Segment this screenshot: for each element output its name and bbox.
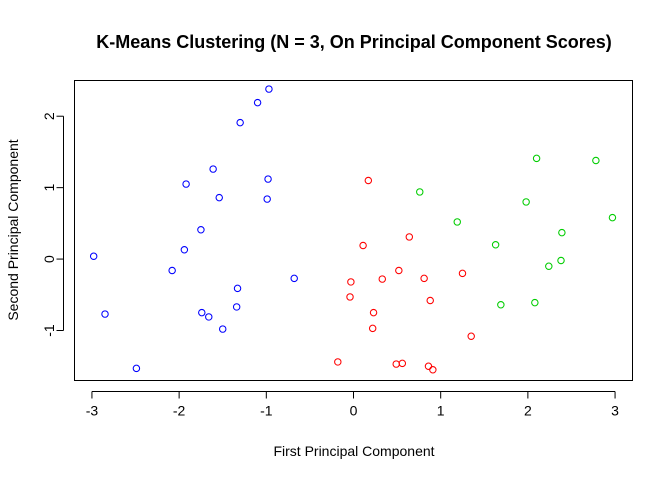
- cluster-3-point-4: [497, 301, 505, 309]
- cluster-2-point-4: [359, 241, 367, 250]
- x-axis-label: First Principal Component: [273, 443, 434, 459]
- cluster-3-point-5: [522, 198, 530, 206]
- cluster-2-point-13: [420, 274, 428, 283]
- cluster-1-point-11: [215, 193, 223, 202]
- cluster-1-point-6: [182, 180, 190, 188]
- y-tick-label-3: 2: [41, 112, 57, 120]
- cluster-2-point-1: [334, 358, 342, 366]
- x-tick-label-3: 0: [350, 403, 358, 419]
- cluster-1-point-12: [218, 325, 227, 333]
- cluster-3-point-3: [491, 241, 500, 249]
- cluster-1-point-2: [101, 310, 109, 318]
- cluster-2-point-14: [424, 362, 433, 370]
- cluster-2-point-18: [467, 332, 475, 340]
- cluster-2-point-15: [426, 296, 434, 305]
- chart-title: K-Means Clustering (N = 3, On Principal …: [96, 32, 612, 52]
- cluster-3-point-9: [557, 256, 565, 265]
- cluster-2-point-12: [405, 233, 414, 241]
- y-tick-label-1: 0: [41, 255, 57, 263]
- cluster-2-point-3: [347, 278, 355, 286]
- cluster-1-point-14: [233, 284, 242, 293]
- cluster-3-point-6: [531, 298, 539, 307]
- cluster-2-point-5: [364, 176, 373, 185]
- y-axis-ticks: -1 0 1 2: [41, 112, 64, 337]
- cluster-2-point-17: [458, 269, 467, 278]
- x-tick-label-6: 3: [611, 403, 619, 419]
- x-tick-label-4: 1: [437, 403, 445, 419]
- cluster-1-point-16: [253, 98, 262, 107]
- x-tick-label-0: -3: [86, 403, 99, 419]
- x-tick-label-5: 2: [524, 403, 532, 419]
- cluster-3-point-2: [453, 218, 461, 226]
- cluster-1-point-5: [180, 246, 189, 254]
- cluster-1-point-9: [205, 313, 213, 321]
- cluster-1-point-19: [265, 85, 273, 93]
- cluster-1-point-10: [209, 165, 217, 173]
- cluster-2-point-10: [395, 266, 403, 275]
- cluster-1-point-7: [197, 226, 205, 234]
- cluster-1-point-18: [264, 175, 272, 183]
- cluster-3-point-7: [532, 154, 541, 163]
- cluster-2-point-6: [368, 324, 377, 333]
- cluster-3-point-8: [545, 262, 553, 270]
- x-tick-label-2: -1: [260, 403, 273, 419]
- cluster-1-point-3: [132, 364, 141, 373]
- cluster-points: [89, 85, 617, 374]
- cluster-1-point-20: [290, 274, 298, 283]
- cluster-1-point-8: [198, 308, 206, 317]
- cluster-2-point-2: [346, 293, 354, 301]
- cluster-3-point-1: [416, 188, 424, 196]
- y-axis-label: Second Principal Component: [5, 139, 21, 320]
- cluster-1-point-17: [263, 195, 271, 203]
- cluster-1-point-13: [232, 303, 241, 311]
- plot-frame: [74, 80, 633, 381]
- cluster-2-point-7: [369, 308, 378, 317]
- cluster-3-point-11: [592, 156, 600, 165]
- x-axis-ticks: -3 -2 -1 0 1 2 3: [86, 391, 619, 419]
- cluster-2-point-11: [398, 359, 407, 368]
- x-tick-label-1: -2: [173, 403, 186, 419]
- y-tick-label-2: 1: [41, 184, 57, 192]
- cluster-1-point-1: [89, 252, 98, 260]
- cluster-2-point-8: [378, 275, 386, 283]
- y-tick-label-0: -1: [41, 324, 57, 337]
- cluster-1-point-4: [168, 266, 176, 275]
- cluster-2-point-9: [392, 360, 400, 368]
- cluster-3-point-12: [608, 213, 617, 222]
- cluster-1-point-15: [236, 118, 244, 127]
- cluster-2-point-16: [429, 366, 437, 374]
- cluster-3-point-10: [558, 228, 566, 237]
